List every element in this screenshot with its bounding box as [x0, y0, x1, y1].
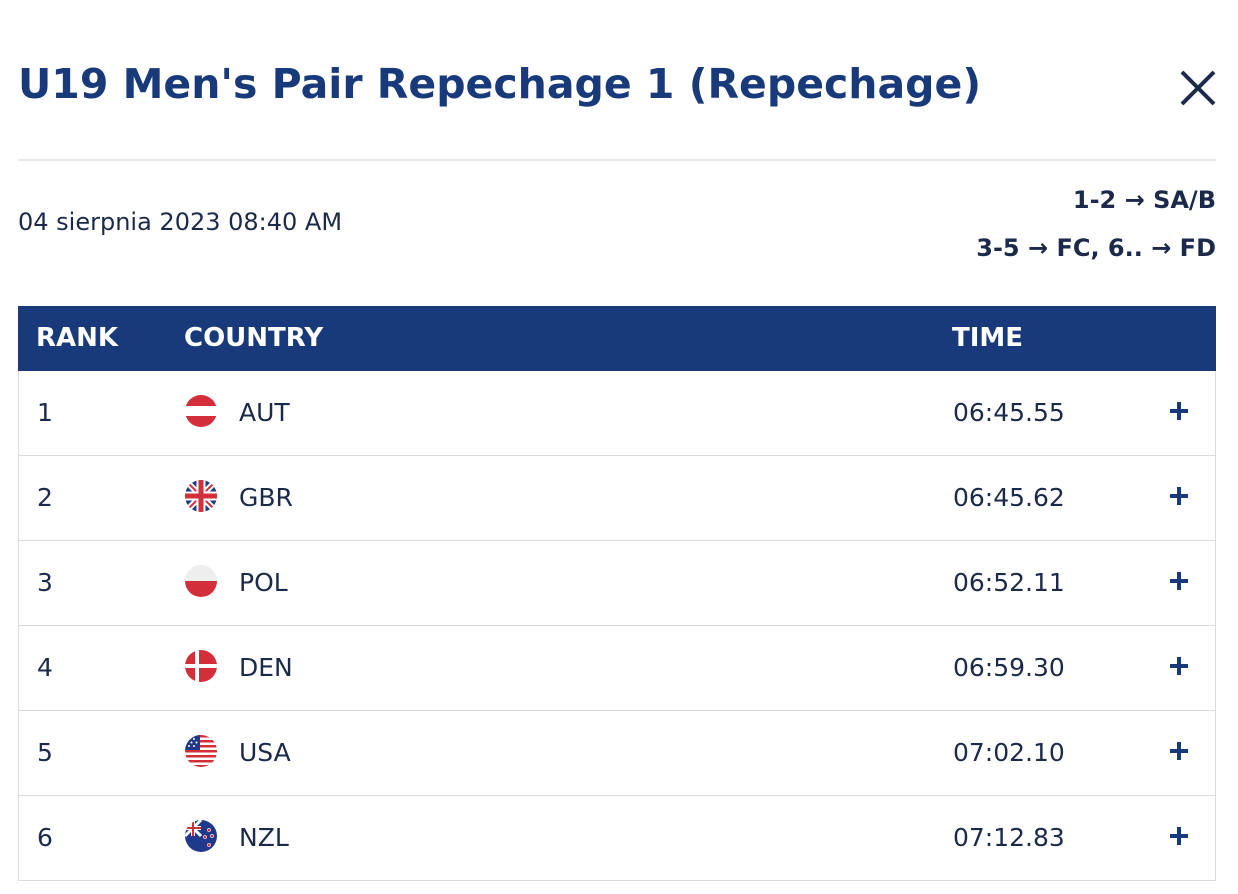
- modal-title: U19 Men's Pair Repechage 1 (Repechage): [18, 60, 982, 108]
- table-header: RANK COUNTRY TIME: [18, 306, 1216, 371]
- race-date: 04 sierpnia 2023 08:40 AM: [18, 208, 343, 236]
- column-header: TIME: [952, 323, 1024, 353]
- result-row: 2 GBR 06:45.62: [18, 456, 1216, 541]
- flag: [185, 565, 217, 597]
- result-row: 4 DEN 06:59.30: [18, 626, 1216, 711]
- expand-button[interactable]: [1169, 656, 1189, 676]
- time: 07:12.83: [953, 823, 1065, 852]
- flag: [185, 480, 217, 512]
- country-code: USA: [239, 738, 291, 767]
- flag: [185, 820, 217, 852]
- country-code: POL: [239, 568, 288, 597]
- result-row: 5 USA 07:02.10: [18, 711, 1216, 796]
- expand-button[interactable]: [1169, 826, 1189, 846]
- result-row: 6 NZL 07:12.83: [18, 796, 1216, 881]
- rank: 6: [37, 823, 53, 852]
- close-button[interactable]: [1178, 68, 1218, 108]
- rank: 4: [37, 653, 53, 682]
- expand-button[interactable]: [1169, 741, 1189, 761]
- country-code: GBR: [239, 483, 293, 512]
- progression-rule: 1-2 → SA/B: [1072, 186, 1216, 214]
- expand-button[interactable]: [1169, 571, 1189, 591]
- country-code: DEN: [239, 653, 293, 682]
- progression-rule: 3-5 → FC, 6.. → FD: [976, 234, 1216, 262]
- time: 07:02.10: [953, 738, 1065, 767]
- divider: [18, 159, 1216, 161]
- time: 06:52.11: [953, 568, 1065, 597]
- expand-button[interactable]: [1169, 401, 1189, 421]
- time: 06:45.55: [953, 398, 1065, 427]
- rank: 1: [37, 398, 53, 427]
- results-table: RANK COUNTRY TIME 1 AUT 06:45.55 2 GBR 0…: [18, 306, 1216, 881]
- rank: 3: [37, 568, 53, 597]
- flag: [185, 395, 217, 427]
- rank: 5: [37, 738, 53, 767]
- column-header: RANK: [36, 323, 119, 353]
- time: 06:45.62: [953, 483, 1065, 512]
- rank: 2: [37, 483, 53, 512]
- expand-button[interactable]: [1169, 486, 1189, 506]
- country-code: NZL: [239, 823, 289, 852]
- flag: [185, 735, 217, 767]
- result-row: 3 POL 06:52.11: [18, 541, 1216, 626]
- column-header: COUNTRY: [184, 323, 324, 353]
- result-row: 1 AUT 06:45.55: [18, 371, 1216, 456]
- country-code: AUT: [239, 398, 290, 427]
- flag: [185, 650, 217, 682]
- time: 06:59.30: [953, 653, 1065, 682]
